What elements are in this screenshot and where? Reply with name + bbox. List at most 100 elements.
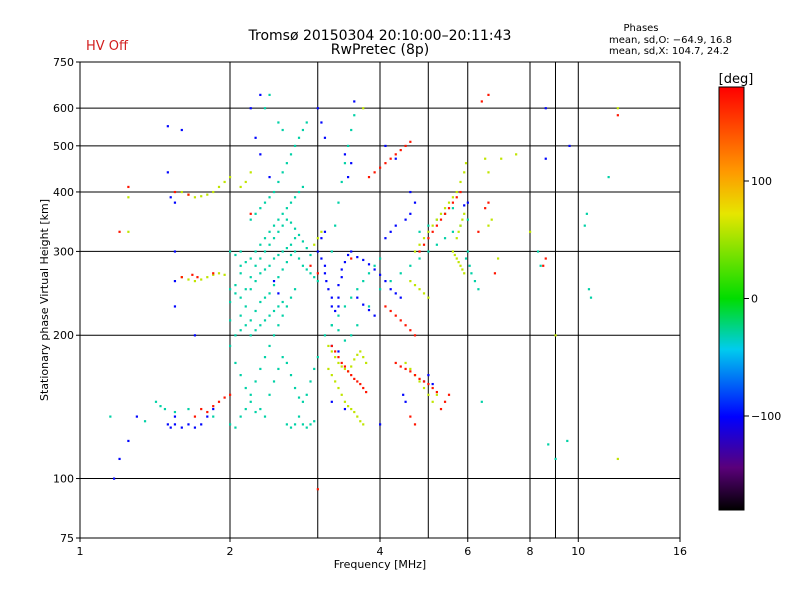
y-tick-label: 300 bbox=[53, 245, 74, 258]
data-point bbox=[418, 243, 421, 246]
data-point bbox=[427, 296, 430, 299]
data-point bbox=[249, 171, 252, 174]
data-point bbox=[289, 201, 293, 204]
data-point bbox=[399, 272, 402, 275]
data-point bbox=[367, 272, 371, 275]
data-point bbox=[343, 365, 347, 368]
data-point bbox=[384, 144, 387, 148]
data-point bbox=[166, 423, 169, 426]
data-point bbox=[413, 201, 417, 204]
data-point bbox=[254, 309, 257, 313]
data-point bbox=[229, 344, 232, 348]
data-point bbox=[365, 361, 368, 365]
data-point bbox=[330, 344, 333, 348]
data-point bbox=[379, 423, 382, 426]
data-point bbox=[418, 377, 421, 381]
data-point bbox=[127, 230, 130, 233]
data-point bbox=[234, 292, 237, 295]
data-point bbox=[289, 296, 293, 299]
data-point bbox=[343, 153, 347, 156]
data-point bbox=[249, 319, 252, 322]
data-point bbox=[616, 457, 619, 461]
data-point bbox=[389, 288, 392, 291]
data-point bbox=[413, 374, 417, 377]
data-point bbox=[127, 196, 130, 199]
data-point bbox=[289, 153, 293, 156]
data-point bbox=[544, 157, 547, 160]
data-point bbox=[293, 250, 297, 253]
data-point bbox=[418, 250, 421, 253]
data-point bbox=[447, 201, 451, 204]
data-point bbox=[453, 253, 456, 257]
data-point bbox=[239, 314, 242, 317]
data-point bbox=[200, 407, 203, 411]
data-point bbox=[281, 314, 284, 317]
data-point bbox=[277, 367, 280, 371]
data-point bbox=[244, 288, 247, 291]
data-point bbox=[389, 309, 392, 313]
data-point bbox=[154, 400, 158, 403]
data-point bbox=[259, 407, 262, 411]
data-point bbox=[309, 253, 312, 257]
data-point bbox=[305, 121, 308, 124]
data-point bbox=[547, 443, 550, 446]
data-point bbox=[394, 314, 397, 317]
data-point bbox=[187, 193, 190, 196]
data-point bbox=[334, 356, 337, 359]
data-point bbox=[239, 374, 242, 377]
data-point bbox=[343, 400, 347, 403]
data-point bbox=[480, 100, 483, 103]
data-point bbox=[217, 185, 221, 189]
data-point bbox=[212, 405, 215, 408]
data-point bbox=[367, 308, 371, 312]
data-point bbox=[289, 221, 293, 224]
data-point bbox=[334, 224, 337, 227]
data-point bbox=[254, 264, 257, 267]
data-point bbox=[583, 224, 586, 227]
data-point bbox=[379, 166, 382, 169]
data-point bbox=[544, 107, 547, 110]
data-point bbox=[249, 212, 252, 215]
data-point bbox=[193, 426, 197, 429]
data-point bbox=[466, 250, 469, 253]
data-point bbox=[293, 386, 297, 390]
data-point bbox=[305, 268, 308, 271]
data-point bbox=[173, 190, 177, 194]
data-point bbox=[234, 361, 237, 365]
data-point bbox=[394, 292, 397, 295]
data-point bbox=[212, 190, 215, 194]
data-point bbox=[229, 393, 232, 396]
x-tick-label: 6 bbox=[464, 545, 471, 558]
data-point bbox=[254, 380, 257, 383]
data-point bbox=[239, 329, 242, 332]
data-point bbox=[402, 393, 405, 396]
data-point bbox=[293, 144, 297, 148]
data-point bbox=[459, 180, 462, 184]
data-point bbox=[459, 264, 462, 267]
data-point bbox=[118, 457, 121, 461]
data-point bbox=[316, 272, 319, 275]
data-point bbox=[268, 175, 271, 179]
data-point bbox=[447, 393, 451, 396]
data-point bbox=[422, 243, 426, 246]
data-point bbox=[431, 224, 434, 227]
data-point bbox=[272, 334, 276, 337]
data-point bbox=[330, 305, 333, 308]
data-point bbox=[463, 272, 466, 275]
data-point bbox=[362, 386, 365, 390]
data-point bbox=[542, 264, 545, 267]
data-point bbox=[293, 288, 297, 291]
data-point bbox=[268, 393, 271, 396]
data-point bbox=[285, 361, 288, 365]
data-point bbox=[187, 278, 190, 281]
data-point bbox=[350, 334, 353, 337]
data-point bbox=[316, 488, 319, 491]
data-point bbox=[277, 305, 280, 308]
data-point bbox=[249, 218, 252, 221]
data-point bbox=[427, 237, 430, 240]
data-point bbox=[451, 250, 455, 253]
data-point bbox=[263, 201, 267, 204]
data-point bbox=[470, 272, 473, 275]
data-point bbox=[239, 272, 242, 275]
data-point bbox=[443, 400, 447, 403]
